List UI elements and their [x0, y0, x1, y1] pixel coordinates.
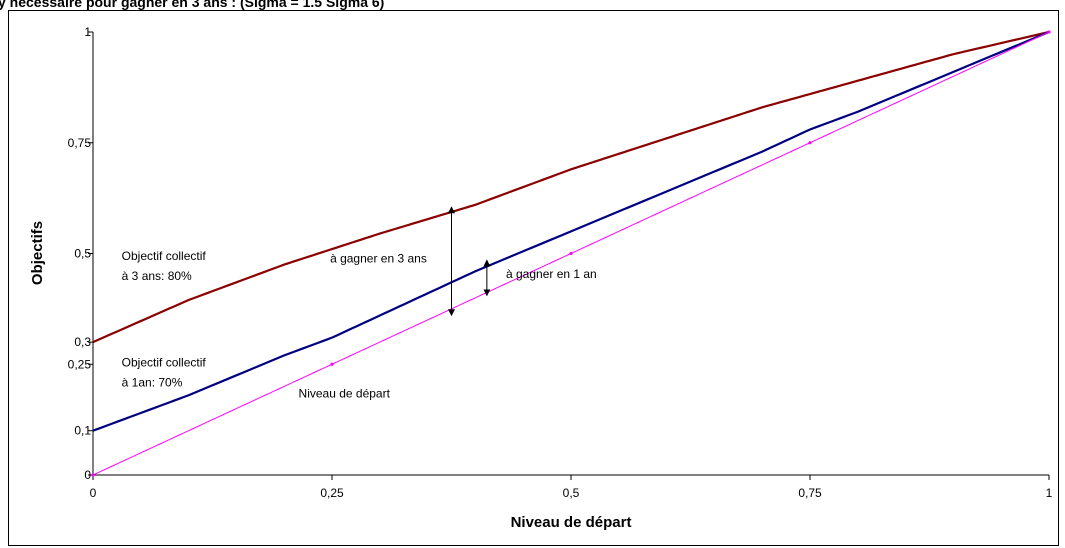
series-3-point — [569, 251, 573, 256]
x-tick-label: 0,75 — [798, 486, 822, 500]
annotation-text: à gagner en 1 an — [506, 267, 597, 281]
annotation-text: à 3 ans: 80% — [122, 269, 192, 283]
y-tick-label: 1 — [84, 25, 91, 39]
x-tick-label: 0 — [90, 486, 97, 500]
chart-border — [8, 10, 1059, 546]
annotation-text: à 1an: 70% — [122, 375, 183, 389]
y-tick-label: 0 — [84, 468, 91, 482]
annotation-text: Niveau de départ — [299, 386, 391, 400]
series-3-point — [330, 362, 334, 366]
x-tick-label: 1 — [1046, 486, 1053, 500]
y-tick-label: 0,1 — [74, 424, 91, 438]
x-tick-label: 0,25 — [320, 486, 344, 500]
y-tick-label: 0,25 — [68, 357, 92, 371]
series-line-1 — [92, 30, 1050, 344]
chart-header-text: y nécessaire pour gagner en 3 ans : (Sig… — [0, 0, 384, 10]
series-3-point — [1047, 30, 1051, 34]
x-axis-title: Niveau de départ — [511, 514, 632, 531]
annotation-text: Objectif collectif — [122, 249, 207, 263]
x-tick-label: 0,5 — [563, 486, 580, 500]
annotation-text: à gagner en 3 ans — [330, 251, 427, 265]
series-3-point — [808, 141, 812, 145]
y-tick-label: 0,5 — [74, 247, 91, 261]
series-3-point — [91, 473, 95, 477]
series-line-2 — [92, 30, 1050, 432]
y-axis-title: Objectifs — [29, 221, 46, 285]
y-tick-label: 0,3 — [74, 335, 91, 349]
y-tick-label: 0,75 — [68, 136, 92, 150]
annotation-text: Objectif collectif — [122, 355, 207, 369]
